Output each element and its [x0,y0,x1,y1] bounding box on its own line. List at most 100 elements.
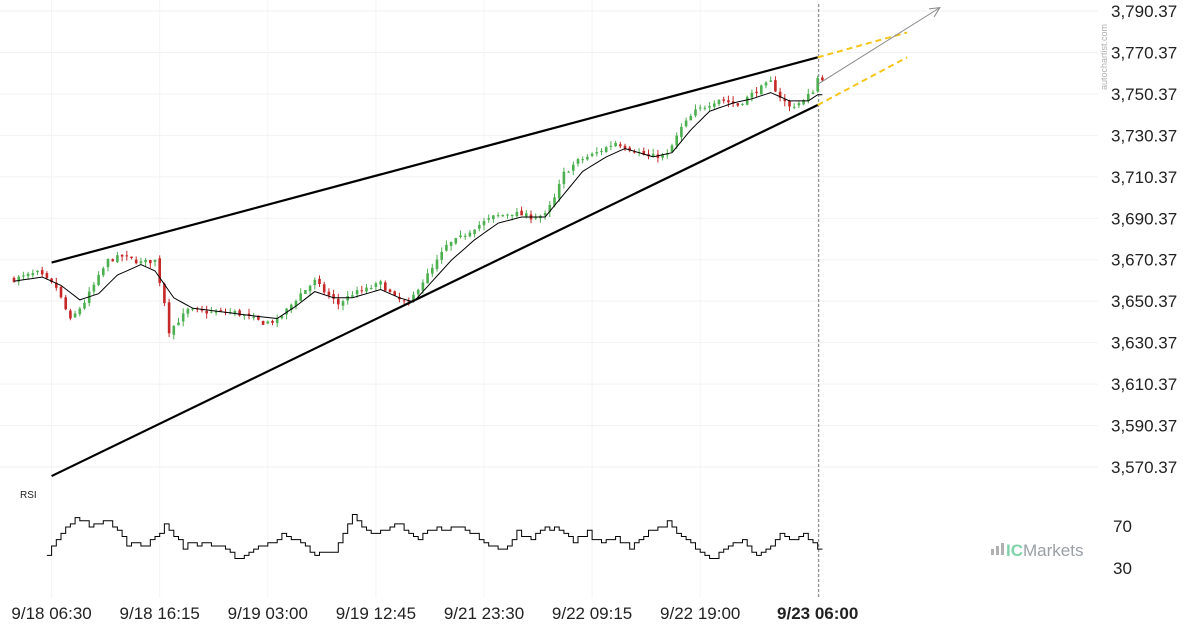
candle-body [745,96,749,105]
candle-body [633,151,636,153]
x-tick-label: 9/23 06:00 [777,604,858,623]
watermark: autochartist.com [1099,24,1109,90]
candle-body [666,153,669,156]
moving-average-line [13,92,823,320]
candle-body [78,308,82,315]
candle-body [205,310,208,314]
candle-body [36,270,39,273]
candle-body [55,282,58,288]
candle-body [449,242,453,246]
x-tick-label: 9/21 23:30 [444,604,524,623]
candle-body [760,85,763,95]
y-tick-label: 3,750.37 [1111,85,1177,104]
candle-body [252,316,255,318]
candle-body [774,80,777,92]
candle-body [821,77,824,81]
candle-body [266,321,270,324]
candle-body [388,289,392,292]
candle-body [459,235,462,237]
projection-lower-line [817,56,908,106]
candle-body [590,153,594,156]
x-tick-label: 9/18 16:15 [120,604,200,623]
y-tick-label: 3,590.37 [1111,417,1177,436]
candle-body [802,100,805,105]
candle-body [186,308,190,314]
candle-body [463,235,467,237]
candle-body [788,100,791,107]
rsi-level-label: 30 [1113,559,1132,578]
candle-body [694,109,697,116]
candle-body [271,320,274,323]
candle-body [736,103,740,106]
candle-body [313,279,317,285]
logo-bar-icon [991,549,994,555]
candle-body [675,135,678,146]
candle-body [158,258,161,283]
candle-body [722,99,725,101]
candle-body [365,287,368,292]
candle-body [586,156,589,160]
candle-body [708,106,711,108]
candle-body [628,147,631,151]
y-axis: 3,790.37 3,770.37 3,750.37 3,730.37 3,710.37… [1111,2,1177,477]
brand-logo: ICMarkets [991,541,1083,560]
candle-body [332,294,335,299]
candle-body [548,204,552,213]
candle-body [153,259,157,262]
candle-body [670,145,674,152]
candle-body [17,276,20,282]
candle-body [468,232,472,237]
logo-bar-icon [996,546,999,555]
candle-body [125,255,129,257]
y-tick-label: 3,710.37 [1111,168,1177,187]
candle-body [238,310,241,316]
y-tick-label: 3,650.37 [1111,292,1177,311]
candle-body [177,322,180,326]
candle-body [341,301,345,306]
candle-body [684,120,688,127]
candle-body [257,315,260,320]
x-tick-label: 9/19 12:45 [336,604,416,623]
candle-body [792,106,796,108]
candle-body [134,259,138,264]
candle-body [473,229,476,235]
candle-body [322,284,326,293]
candle-body [525,213,528,217]
candle-body [562,171,566,185]
candle-body [426,273,429,284]
candle-body [454,238,458,244]
candle-body [431,267,434,274]
candle-body [294,300,298,306]
candle-body [623,145,627,149]
candle-body [369,287,373,289]
candle-body [379,281,382,285]
candle-body [210,311,213,313]
candle-body [59,286,63,298]
rsi-line [46,514,823,559]
candle-body [520,210,523,216]
candle-body [534,217,537,219]
y-tick-label: 3,630.37 [1111,334,1177,353]
y-tick-label: 3,690.37 [1111,209,1177,228]
y-tick-label: 3,770.37 [1111,43,1177,62]
candle-body [576,159,580,164]
candle-body [40,270,44,275]
candle-body [351,295,354,297]
candle-body [83,302,86,309]
candle-body [393,291,396,296]
candle-body [604,147,608,153]
wedge-pattern [51,7,941,478]
x-tick-label: 9/19 03:00 [228,604,308,623]
candle-body [181,313,185,322]
candle-body [304,289,307,294]
candle-body [501,214,505,217]
candle-body [769,80,772,82]
candle-body [435,259,439,270]
candle-body [600,151,603,153]
y-tick-label: 3,610.37 [1111,375,1177,394]
x-axis: 9/18 06:30 9/18 16:15 9/19 03:00 9/19 12:45… [11,604,858,623]
candle-body [764,82,768,86]
candle-body [412,294,415,301]
candle-body [642,151,646,155]
